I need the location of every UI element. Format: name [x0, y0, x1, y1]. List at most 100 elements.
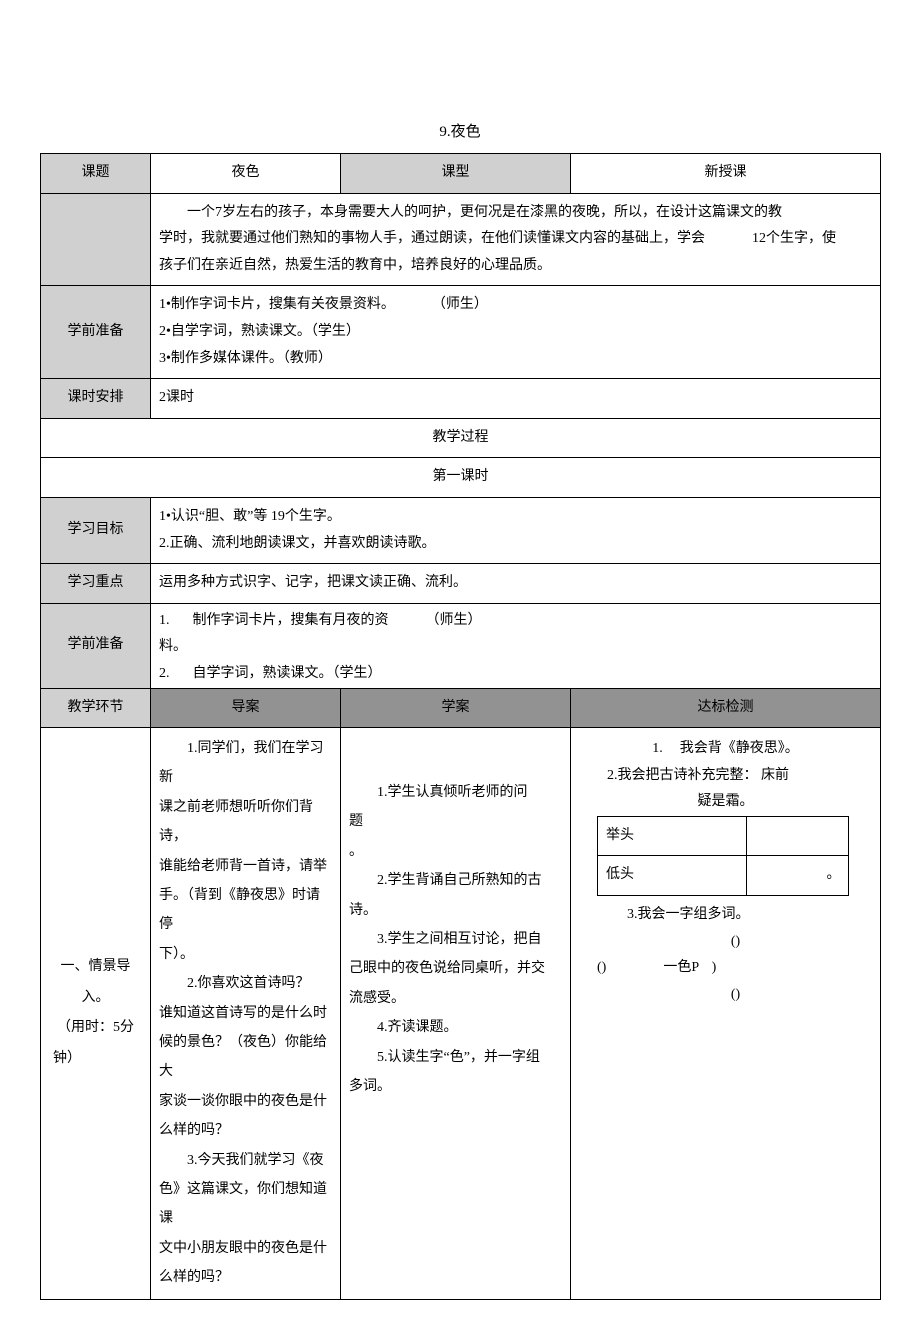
row-prep1: 学前准备 1•制作字词卡片，搜集有关夜景资料。 （师生） 2•自学字词，熟读课文…	[41, 286, 881, 379]
row-focus: 学习重点 运用多种方式识字、记字，把课文读正确、流利。	[41, 564, 881, 604]
col-learn: 学案	[341, 688, 571, 728]
col-check: 达标检测	[571, 688, 881, 728]
t-p7: 谁知道这首诗写的是什么时	[159, 999, 332, 1028]
poem-fill-table: 举头 低头 。	[597, 816, 849, 896]
stage1-teach: 1.同学们，我们在学习新 课之前老师想听听你们背诗， 谁能给老师背一首诗，请举 …	[151, 728, 341, 1299]
section-process: 教学过程	[41, 418, 881, 458]
t-p9: 家谈一谈你眼中的夜色是什	[159, 1087, 332, 1116]
c-l2: 2.我会把古诗补充完整： 床前	[577, 763, 874, 790]
stage1-l2: （用时：5分	[49, 1013, 142, 1044]
label-goal: 学习目标	[41, 497, 151, 563]
prep1-l3: 3•制作多媒体课件。（教师）	[159, 346, 872, 373]
l-p3c: 流感受。	[349, 984, 562, 1013]
design-intent-cell: 一个7岁左右的孩子，本身需要大人的呵护，更何况是在漆黑的夜晚，所以，在设计这篇课…	[151, 193, 881, 286]
stage1-l3: 钟）	[49, 1044, 142, 1075]
c-l3: 疑是霜。	[577, 789, 874, 816]
row-design-intent: 一个7岁左右的孩子，本身需要大人的呵护，更何况是在漆黑的夜晚，所以，在设计这篇课…	[41, 193, 881, 286]
c-color-mid: 一色P	[663, 960, 698, 975]
c-color-a: ()	[597, 960, 606, 975]
goal-l2: 2.正确、流利地朗读课文，并喜欢朗读诗歌。	[159, 531, 872, 558]
design-p3: 孩子们在亲近自然，热爱生活的教育中，培养良好的心理品质。	[159, 253, 872, 280]
stage1-l1: 一、情景导入。	[49, 952, 142, 1014]
label-prep1: 学前准备	[41, 286, 151, 379]
label-focus: 学习重点	[41, 564, 151, 604]
t-p10: 么样的吗？	[159, 1116, 332, 1145]
document-title: 9.夜色	[40, 120, 880, 141]
poem-r2b: 。	[746, 856, 849, 896]
design-p2b: 12个生字，使	[752, 231, 836, 246]
row-section-period1: 第一课时	[41, 458, 881, 498]
l-p1: 1.学生认真倾听老师的问	[349, 778, 562, 807]
row-4col-header: 教学环节 导案 学案 达标检测	[41, 688, 881, 728]
prep1-cell: 1•制作字词卡片，搜集有关夜景资料。 （师生） 2•自学字词，熟读课文。（学生）…	[151, 286, 881, 379]
c-color-b: )	[712, 960, 717, 975]
label-prep2: 学前准备	[41, 603, 151, 688]
label-design-intent	[41, 193, 151, 286]
prep2-l1-role: （师生）	[426, 613, 482, 628]
t-p2: 课之前老师想听听你们背诗，	[159, 793, 332, 852]
label-lesson-type: 课型	[341, 154, 571, 194]
row-stage1: 一、情景导入。 （用时：5分 钟） 1.同学们，我们在学习新 课之前老师想听听你…	[41, 728, 881, 1299]
prep2-l1-num: 1.	[159, 613, 170, 628]
l-p1c: 。	[349, 837, 562, 866]
label-schedule: 课时安排	[41, 379, 151, 419]
l-p2b: 诗。	[349, 896, 562, 925]
goal-cell: 1•认识“胆、敢”等 19个生字。 2.正确、流利地朗读课文，并喜欢朗读诗歌。	[151, 497, 881, 563]
t-p8: 候的景色？（夜色）你能给大	[159, 1028, 332, 1087]
l-p1b: 题	[349, 807, 562, 836]
goal-l1: 1•认识“胆、敢”等 19个生字。	[159, 504, 872, 531]
prep2-l1-tail: 料。	[159, 634, 872, 661]
row-schedule: 课时安排 2课时	[41, 379, 881, 419]
topic-text: 夜色	[232, 165, 260, 180]
poem-r1a: 举头	[598, 816, 747, 856]
value-lesson-type: 新授课	[571, 154, 881, 194]
prep2-l2-txt: 自学字词，熟读课文。（学生）	[193, 666, 382, 681]
schedule-value: 2课时	[151, 379, 881, 419]
t-p6: 2.你喜欢这首诗吗？	[159, 969, 332, 998]
label-topic: 课题	[41, 154, 151, 194]
poem-r2a: 低头	[598, 856, 747, 896]
l-p5: 5.认读生字“色”，并一字组	[349, 1043, 562, 1072]
document-root: 9.夜色 课题 夜色 课型 新授课 一个7岁左右的孩子，本身需要大人的呵护，更何…	[40, 120, 880, 1300]
prep2-l1-txt: 制作字词卡片，搜集有月夜的资	[193, 613, 389, 628]
poem-r1b	[746, 816, 849, 856]
stage1-learn: 1.学生认真倾听老师的问 题 。 2.学生背诵自己所熟知的古 诗。 3.学生之间…	[341, 728, 571, 1299]
prep1-l2: 2•自学字词，熟读课文。（学生）	[159, 319, 872, 346]
c-paren2: ()	[577, 982, 874, 1009]
section-period1: 第一课时	[41, 458, 881, 498]
t-p4: 手。（背到《静夜思》时请停	[159, 881, 332, 940]
stage1-check: 1. 我会背《静夜思》。 2.我会把古诗补充完整： 床前 疑是霜。 举头 低头 …	[571, 728, 881, 1299]
l-p5b: 多词。	[349, 1072, 562, 1101]
t-p11: 3.今天我们就学习《夜	[159, 1146, 332, 1175]
l-p3b: 己眼中的夜色说给同桌听，并交	[349, 954, 562, 983]
t-p3: 谁能给老师背一首诗，请举	[159, 852, 332, 881]
l-p2: 2.学生背诵自己所熟知的古	[349, 866, 562, 895]
t-p14: 么样的吗？	[159, 1263, 332, 1292]
col-teach: 导案	[151, 688, 341, 728]
c-color-line: () 一色P )	[577, 955, 874, 982]
t-p5: 下）。	[159, 940, 332, 969]
row-prep2: 学前准备 1. 制作字词卡片，搜集有月夜的资 （师生） 料。 2. 自学字词，熟…	[41, 603, 881, 688]
l-p3: 3.学生之间相互讨论，把自	[349, 925, 562, 954]
c-l1-txt: 我会背《静夜思》。	[680, 741, 799, 756]
design-p2a: 学时，我就要通过他们熟知的事物人手，通过朗读，在他们读懂课文内容的基础上，学会	[159, 231, 705, 246]
stage1-label: 一、情景导入。 （用时：5分 钟）	[41, 728, 151, 1299]
prep2-l1: 1. 制作字词卡片，搜集有月夜的资 （师生）	[159, 608, 872, 635]
prep2-l2: 2. 自学字词，熟读课文。（学生）	[159, 661, 872, 688]
c-l4: 3.我会一字组多词。	[577, 902, 874, 929]
c-l1-num: 1.	[652, 741, 663, 756]
value-topic: 夜色	[151, 154, 341, 194]
design-p2: 学时，我就要通过他们熟知的事物人手，通过朗读，在他们读懂课文内容的基础上，学会 …	[159, 226, 872, 253]
c-l1: 1. 我会背《静夜思》。	[577, 736, 874, 763]
l-p4: 4.齐读课题。	[349, 1013, 562, 1042]
design-p1: 一个7岁左右的孩子，本身需要大人的呵护，更何况是在漆黑的夜晚，所以，在设计这篇课…	[159, 200, 872, 227]
prep1-l1: 1•制作字词卡片，搜集有关夜景资料。 （师生）	[159, 292, 872, 319]
t-p1: 1.同学们，我们在学习新	[159, 734, 332, 793]
lesson-plan-table: 课题 夜色 课型 新授课 一个7岁左右的孩子，本身需要大人的呵护，更何况是在漆黑…	[40, 153, 881, 1300]
c-paren1: ()	[577, 929, 874, 956]
col-stage: 教学环节	[41, 688, 151, 728]
t-p13: 文中小朋友眼中的夜色是什	[159, 1234, 332, 1263]
prep2-l2-num: 2.	[159, 666, 170, 681]
t-p12: 色》这篇课文，你们想知道课	[159, 1175, 332, 1234]
prep2-cell: 1. 制作字词卡片，搜集有月夜的资 （师生） 料。 2. 自学字词，熟读课文。（…	[151, 603, 881, 688]
